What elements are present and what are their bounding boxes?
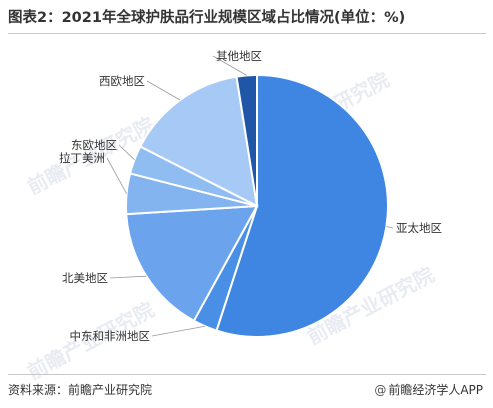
pie-slice xyxy=(235,73,258,207)
leader-line xyxy=(146,80,181,101)
title-divider xyxy=(8,33,486,34)
leader-line xyxy=(106,157,127,194)
leader-line xyxy=(109,275,147,279)
slice-label: 中东和非洲地区 xyxy=(70,329,151,343)
chart-title: 图表2：2021年全球护肤品行业规模区域占比情况(单位：%) xyxy=(8,10,406,26)
brand-label: 前瞻经济学人APP xyxy=(388,383,483,397)
pie-slices xyxy=(125,73,389,338)
slice-label: 拉丁美洲 xyxy=(59,151,105,165)
leader-line xyxy=(212,55,247,76)
slice-label: 西欧地区 xyxy=(99,74,145,88)
leader-line xyxy=(386,226,394,229)
pie-slice xyxy=(215,73,389,338)
leader-lines xyxy=(106,55,394,337)
pie-slice xyxy=(138,75,259,208)
source-note: 资料来源：前瞻产业研究院 xyxy=(8,383,153,397)
pie-slice xyxy=(125,204,259,323)
slice-label: 其他地区 xyxy=(216,49,262,63)
slice-label: 北美地区 xyxy=(62,271,108,285)
slice-label: 东欧地区 xyxy=(71,138,117,152)
footer-divider xyxy=(8,374,486,375)
slice-label: 亚太地区 xyxy=(396,221,442,235)
leader-line xyxy=(118,144,135,160)
at-icon: @ xyxy=(374,383,387,397)
brand-credit[interactable]: @ 前瞻经济学人APP xyxy=(374,379,483,401)
leader-line xyxy=(151,325,206,337)
